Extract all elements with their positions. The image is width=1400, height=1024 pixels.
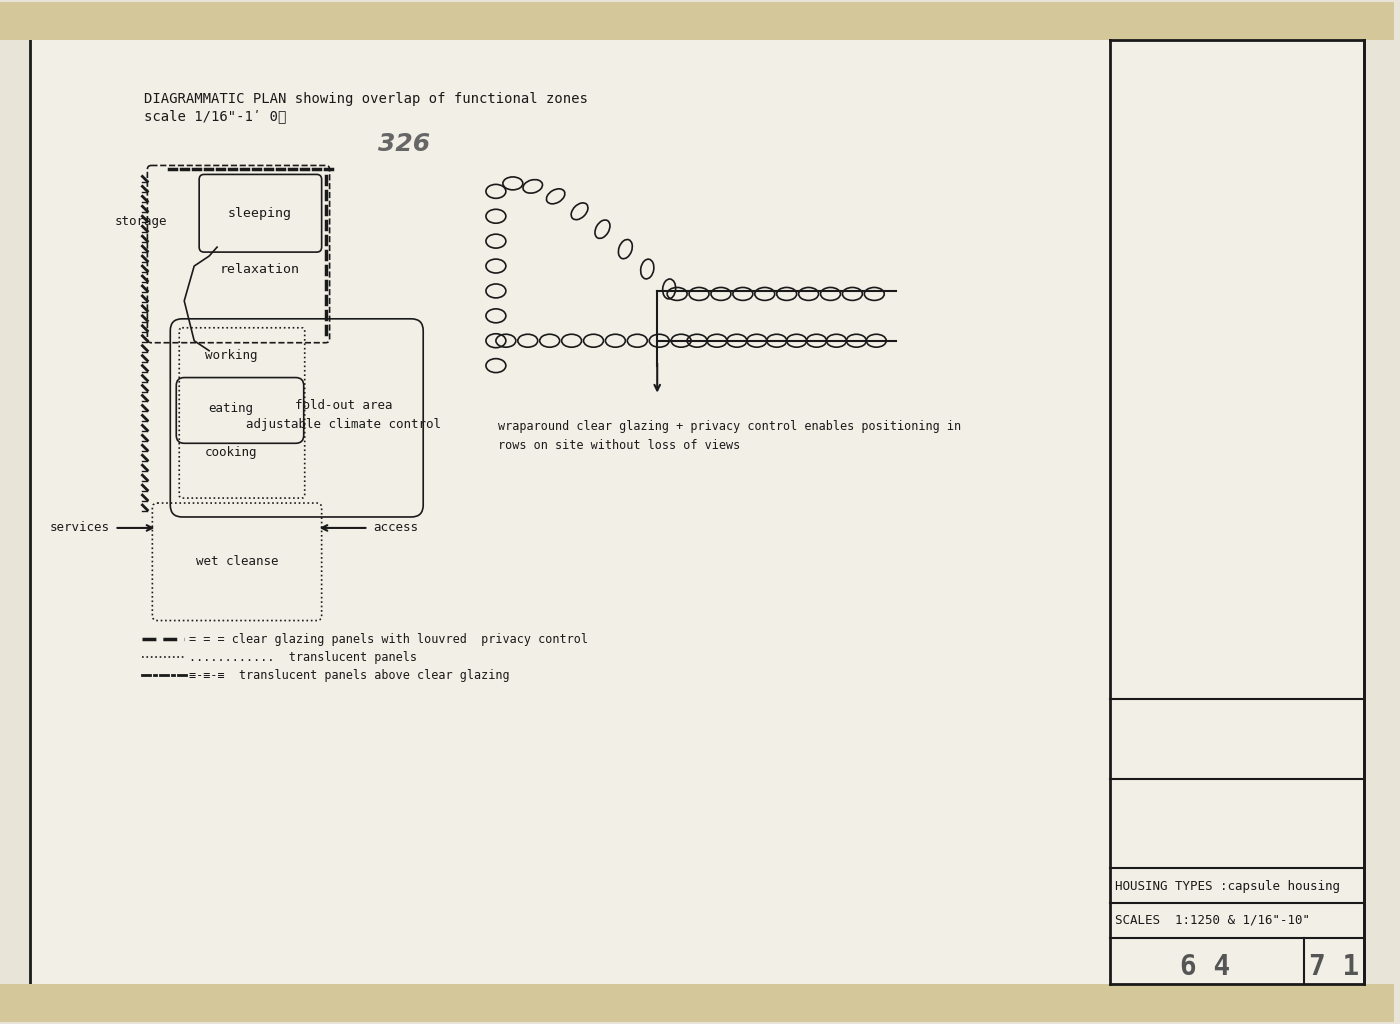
Text: wet cleanse: wet cleanse [196, 555, 279, 568]
Text: scale 1/16"-1ʹ 0ʺ: scale 1/16"-1ʹ 0ʺ [144, 109, 287, 123]
Bar [0, 2, 1394, 40]
Text: wraparound clear glazing + privacy control enables positioning in
rows on site w: wraparound clear glazing + privacy contr… [498, 421, 960, 453]
Text: working: working [204, 349, 258, 362]
Text: services: services [49, 521, 109, 535]
Text: DIAGRAMMATIC PLAN showing overlap of functional zones: DIAGRAMMATIC PLAN showing overlap of fun… [144, 92, 588, 105]
Text: SCALES  1:1250 & 1/16"-10": SCALES 1:1250 & 1/16"-10" [1116, 913, 1310, 927]
Text: cooking: cooking [204, 445, 258, 459]
Text: relaxation: relaxation [220, 262, 300, 275]
Text: access: access [374, 521, 419, 535]
Text: ............  translucent panels: ............ translucent panels [189, 651, 417, 664]
Text: ≡-≡-≡  translucent panels above clear glazing: ≡-≡-≡ translucent panels above clear gla… [189, 669, 510, 682]
Text: 326: 326 [378, 132, 431, 156]
Text: storage: storage [115, 215, 167, 227]
Text: HOUSING TYPES :capsule housing: HOUSING TYPES :capsule housing [1116, 881, 1340, 894]
Text: eating: eating [209, 402, 253, 415]
Text: = = = clear glazing panels with louvred  privacy control: = = = clear glazing panels with louvred … [189, 633, 588, 646]
Text: sleeping: sleeping [228, 207, 293, 220]
Text: fold-out area
adjustable climate control: fold-out area adjustable climate control [246, 399, 441, 431]
Bar [0, 984, 1394, 1022]
Text: 7 1: 7 1 [1309, 953, 1359, 981]
Text: 6 4: 6 4 [1180, 953, 1231, 981]
